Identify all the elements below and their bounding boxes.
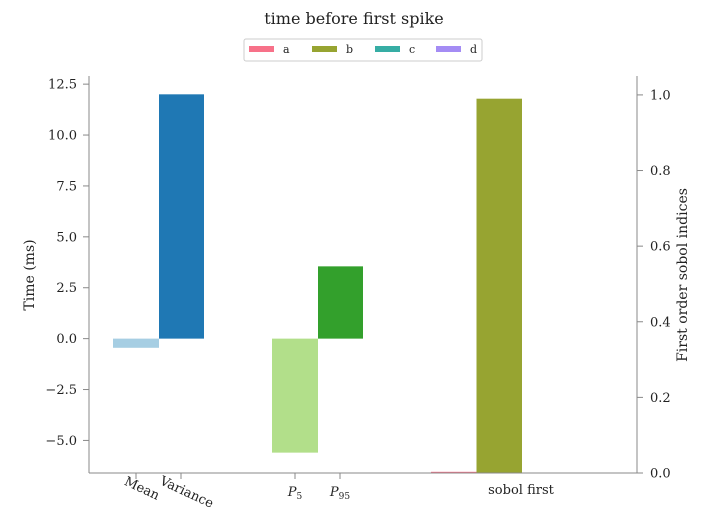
right-axis-ticks: 0.0 0.2 0.4 0.6 0.8 1.0 — [637, 88, 671, 482]
left-tick-label: −5.0 — [45, 434, 77, 449]
axes — [88, 76, 638, 474]
left-tick-label: 0.0 — [56, 332, 77, 347]
legend: a b c d — [243, 38, 483, 62]
bar-p5 — [272, 338, 318, 453]
legend-swatch-b — [312, 46, 337, 52]
x-tick-label-mean: Mean — [122, 474, 163, 504]
left-tick-label: 7.5 — [56, 179, 77, 194]
sobol-bar-a — [431, 471, 477, 473]
left-tick-label: 12.5 — [48, 78, 77, 93]
bar-mean — [113, 338, 159, 348]
right-tick-label: 0.4 — [650, 315, 671, 330]
right-tick-label: 0.0 — [650, 467, 671, 482]
right-tick-label: 0.6 — [650, 240, 671, 255]
left-tick-label: 10.0 — [48, 129, 77, 144]
legend-label-b: b — [346, 43, 353, 56]
legend-swatch-d — [436, 46, 461, 52]
left-tick-label: 5.0 — [56, 230, 77, 245]
chart-title: time before first spike — [264, 9, 444, 28]
legend-label-c: c — [409, 43, 415, 56]
left-axis-ticks: 12.5 10.0 7.5 5.0 2.5 0.0 −2.5 −5.0 — [45, 78, 89, 449]
x-tick-label-variance: Variance — [156, 473, 216, 511]
x-tick-label-p5: P5 — [287, 485, 303, 502]
legend-label-a: a — [283, 43, 290, 56]
x-tick-label-sobol: sobol first — [488, 483, 554, 498]
right-tick-label: 1.0 — [650, 88, 671, 103]
right-tick-label: 0.8 — [650, 164, 671, 179]
legend-label-d: d — [470, 43, 477, 56]
left-tick-label: 2.5 — [56, 281, 77, 296]
legend-frame — [243, 38, 483, 62]
sobol-bar-b — [476, 98, 522, 473]
x-tick-label-p95: P95 — [329, 485, 350, 502]
right-tick-label: 0.2 — [650, 391, 671, 406]
plot-bars — [113, 94, 522, 473]
legend-swatch-a — [249, 46, 274, 52]
left-axis-label: Time (ms) — [22, 239, 38, 310]
left-tick-label: −2.5 — [45, 383, 77, 398]
bar-p95 — [318, 266, 363, 339]
bar-variance — [159, 94, 204, 339]
right-axis-label: First order sobol indices — [675, 188, 691, 362]
legend-swatch-c — [375, 46, 400, 52]
